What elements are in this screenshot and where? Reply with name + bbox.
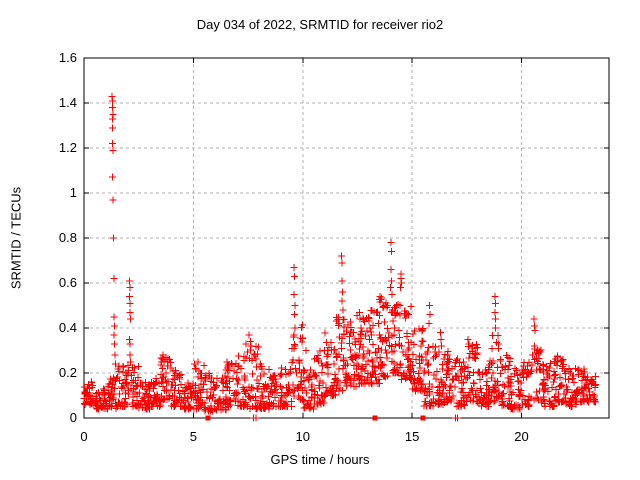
x-tick-label: 0: [80, 429, 87, 444]
plot-border: [83, 57, 610, 419]
y-tick-label: 1: [70, 185, 77, 200]
x-axis-label: GPS time / hours: [270, 452, 370, 467]
x-tick-label: 5: [190, 429, 197, 444]
y-tick-label: 1.4: [59, 95, 77, 110]
x-tick-label: 15: [405, 429, 419, 444]
y-tick-label: 0.2: [59, 365, 77, 380]
y-tick-label: 1.6: [59, 50, 77, 65]
x-tick-label: 10: [296, 429, 310, 444]
chart-title: Day 034 of 2022, SRMTID for receiver rio…: [196, 17, 444, 32]
y-tick-label: 0: [70, 410, 77, 425]
y-tick-labels: 0 0.2 0.4 0.6 0.8 1 1.2 1.4 1.6: [59, 50, 77, 425]
y-tick-label: 0.6: [59, 275, 77, 290]
x-tick-label: 20: [514, 429, 528, 444]
x-tick-labels: 0 5 10 15 20: [80, 429, 528, 444]
y-tick-label: 1.2: [59, 140, 77, 155]
y-tick-label: 0.4: [59, 320, 77, 335]
y-tick-label: 0.8: [59, 230, 77, 245]
